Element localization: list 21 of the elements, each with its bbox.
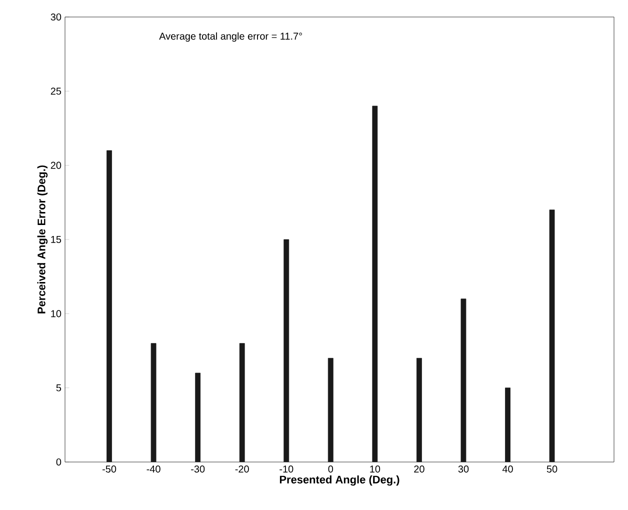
x-tick-label: 40 <box>502 466 513 473</box>
x-tick-label: 0 <box>328 466 334 473</box>
y-tick-label: 0 <box>56 458 62 466</box>
x-tick-label: -50 <box>102 466 116 473</box>
x-tick-label: 10 <box>370 466 380 473</box>
y-tick-label: 25 <box>50 88 62 95</box>
x-tick-label: -40 <box>146 466 160 473</box>
x-tick-label: -10 <box>280 466 294 473</box>
x-tick-label: 50 <box>546 466 558 473</box>
x-tick-label: -20 <box>235 466 249 473</box>
x-tick-label: 30 <box>458 466 469 473</box>
x-axis-title: Presented Angle (Deg.) <box>280 475 400 486</box>
x-tick-label: -30 <box>191 466 205 473</box>
y-tick-label: 10 <box>51 310 62 318</box>
y-tick-label: 20 <box>50 162 62 169</box>
y-tick-label: 5 <box>56 384 62 392</box>
y-axis-title: Perceived Angle Error (Deg.) <box>37 165 48 314</box>
y-tick-label: 30 <box>50 13 62 21</box>
annotation: Average total angle error = 11.7° <box>159 32 302 42</box>
x-tick-label: 20 <box>414 466 424 473</box>
y-tick-label: 15 <box>51 236 62 243</box>
